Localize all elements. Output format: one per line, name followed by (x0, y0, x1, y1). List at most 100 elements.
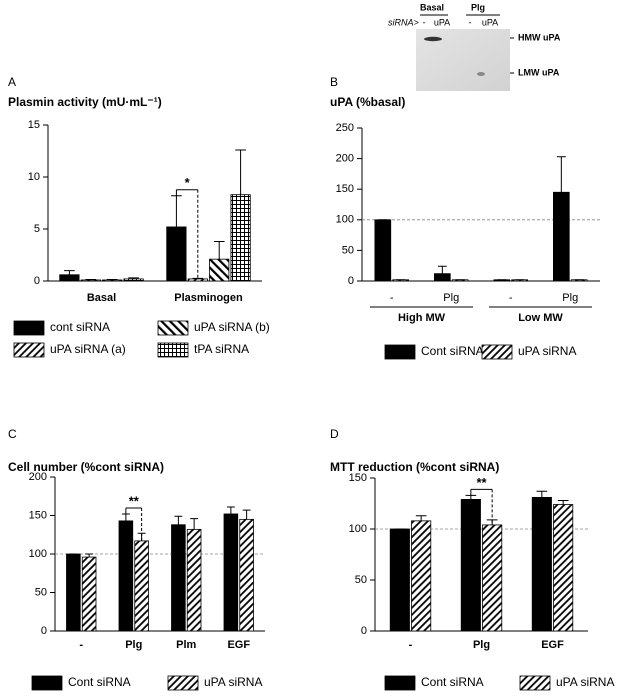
bar (374, 219, 392, 282)
bar (433, 273, 451, 282)
legend-label: uPA siRNA (a) (50, 342, 126, 356)
bar (123, 278, 144, 282)
significance-label: * (185, 175, 191, 190)
error-bar (556, 156, 566, 193)
error-bar (415, 515, 427, 521)
y-tick-label: 15 (28, 119, 40, 131)
y-tick-label: 150 (349, 472, 367, 484)
legend-swatch (519, 675, 551, 691)
blot-group: Basal (420, 2, 444, 12)
error-bar (121, 513, 130, 521)
x-tick-label: Plg (473, 639, 490, 651)
y-tick-label: 100 (349, 523, 367, 535)
bar (389, 528, 410, 632)
legend-label: uPA siRNA (556, 675, 614, 689)
legend-label: tPA siRNA (194, 342, 249, 356)
legend-swatch (384, 675, 416, 691)
group-label: Low MW (518, 312, 563, 324)
y-tick-label: 150 (29, 509, 47, 521)
bar (531, 496, 552, 632)
x-tick-label: - (509, 292, 513, 304)
error-bar (64, 270, 75, 275)
bar (460, 499, 481, 632)
y-tick-label: 0 (34, 275, 40, 287)
x-tick-label: Plg (125, 639, 142, 651)
blot-lane: - (469, 17, 472, 27)
blot-group: Plg (471, 2, 485, 12)
blot-lane: uPA (482, 17, 498, 27)
bar (230, 194, 251, 282)
bar (553, 504, 574, 632)
error-bar (192, 277, 204, 279)
y-tick-label: 200 (336, 153, 354, 165)
x-tick-label: Plg (562, 292, 578, 304)
bar (209, 258, 230, 282)
legend-label: cont siRNA (50, 320, 110, 334)
blot-lane: - (423, 17, 426, 27)
legend-swatch (13, 342, 45, 358)
y-tick-label: 250 (336, 122, 354, 134)
error-bar (235, 149, 246, 195)
y-tick-label: 50 (342, 244, 354, 256)
panel-label: C (8, 427, 17, 441)
bar (102, 279, 123, 282)
bar (187, 278, 208, 282)
legend-label: uPA siRNA (b) (194, 320, 270, 334)
bar (118, 520, 134, 632)
x-tick-label: EGF (541, 639, 564, 651)
error-bar (174, 515, 183, 525)
error-bar (465, 494, 477, 500)
significance-label: ** (129, 493, 140, 508)
x-tick-label: Plm (176, 639, 196, 651)
y-tick-label: 10 (28, 171, 40, 183)
x-tick-label: Plasminogen (174, 292, 243, 304)
bar (166, 226, 187, 282)
bar (66, 553, 81, 632)
error-bar (437, 265, 447, 274)
blot-band-label: LMW uPA (518, 67, 560, 77)
bar (134, 540, 149, 632)
y-tick-label: 0 (361, 625, 367, 637)
legend-label: uPA siRNA (204, 675, 262, 689)
panel-label: D (330, 427, 339, 441)
y-tick-label: 200 (29, 471, 47, 483)
error-bar (85, 553, 94, 558)
blot-band (424, 36, 442, 42)
blot-lane: uPA (434, 17, 450, 27)
error-bar (226, 506, 235, 514)
y-tick-label: 0 (348, 275, 354, 287)
error-bar (106, 278, 118, 280)
bar (223, 513, 239, 632)
y-tick-label: 50 (35, 586, 47, 598)
legend-swatch (31, 675, 63, 691)
y-tick-label: 100 (29, 548, 47, 560)
blot-band-label: HMW uPA (518, 32, 561, 42)
y-tick-label: 0 (41, 625, 47, 637)
x-tick-label: Basal (87, 292, 116, 304)
panel-label: A (8, 75, 16, 89)
legend-swatch (481, 344, 513, 360)
bar (239, 518, 254, 632)
bar (186, 528, 202, 632)
y-tick-label: 5 (34, 223, 40, 235)
x-tick-label: - (79, 639, 83, 651)
bar (59, 274, 80, 282)
legend-swatch (167, 675, 199, 691)
significance-label: ** (476, 475, 487, 490)
blot-row-label: siRNA> (388, 17, 419, 27)
error-bar (557, 499, 569, 505)
blot-band (477, 72, 485, 76)
legend-swatch (157, 342, 189, 358)
y-tick-label: 50 (355, 574, 367, 586)
bar (81, 556, 97, 632)
bar (482, 524, 503, 632)
bar (171, 524, 186, 632)
legend-label: Cont siRNA (68, 675, 131, 689)
bar (553, 191, 570, 282)
y-tick-label: 150 (336, 183, 354, 195)
x-tick-label: - (409, 639, 413, 651)
y-tick-label: 100 (336, 214, 354, 226)
blot-inset: Basal Plg siRNA> - uPA - uPA HMW uPA LMW… (388, 2, 561, 91)
legend-swatch (157, 320, 189, 336)
legend-swatch (384, 344, 416, 360)
